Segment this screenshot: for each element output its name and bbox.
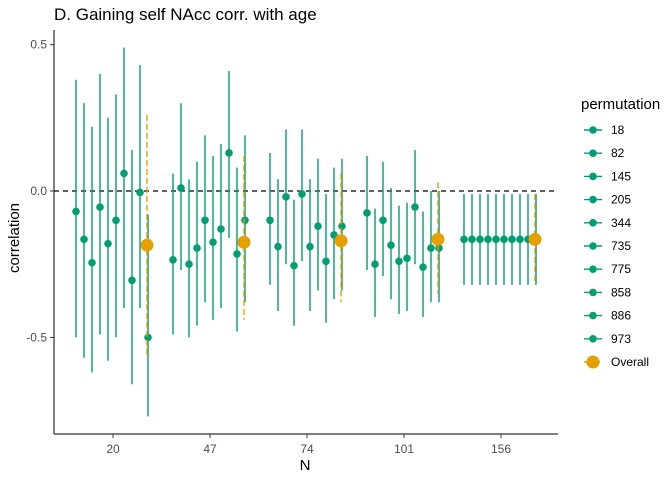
y-axis-ticks: 0.5 0.0 -0.5: [26, 38, 54, 344]
legend-label: 858: [611, 285, 631, 299]
x-tick-label: 20: [106, 442, 120, 456]
x-tick-label: 156: [491, 442, 511, 456]
overall-point: [237, 235, 251, 249]
permutation-point: [484, 235, 492, 244]
y-tick-label: -0.5: [26, 330, 47, 344]
permutation-point: [169, 256, 177, 264]
legend-item-permutation: 735: [584, 239, 631, 253]
permutation-point: [136, 188, 144, 197]
legend-label: 775: [611, 262, 631, 276]
permutation-point: [427, 244, 435, 252]
permutation-point: [233, 250, 241, 258]
overall-point: [140, 238, 154, 252]
x-tick-label: 47: [203, 442, 217, 456]
legend-item-permutation: 82: [584, 146, 625, 160]
plot-area: 0.5 0.0 -0.5 20 47 74 101 156: [26, 30, 558, 456]
permutation-point: [411, 203, 419, 211]
permutation-point: [314, 222, 322, 230]
permutation-point: [177, 184, 185, 192]
permutation-point: [96, 203, 104, 211]
legend: permutation 18 82 145 205 344 735 775 858 886 973…: [581, 96, 660, 369]
permutation-point: [266, 216, 274, 225]
permutation-point: [435, 244, 443, 252]
permutation-point: [144, 333, 152, 342]
chart-title: D. Gaining self NAcc corr. with age: [54, 5, 317, 24]
legend-label: 973: [611, 332, 631, 346]
permutation-point: [120, 169, 128, 178]
permutation-point: [468, 235, 476, 244]
permutation-point: [419, 263, 427, 271]
y-tick-label: 0.5: [30, 38, 47, 52]
permutation-point: [225, 149, 233, 157]
permutation-point: [209, 238, 217, 247]
x-axis-ticks: 20 47 74 101 156: [106, 434, 511, 456]
legend-item-permutation: 775: [584, 262, 631, 276]
permutation-point: [290, 261, 298, 270]
legend-label: 205: [611, 193, 631, 207]
permutation-point: [80, 235, 88, 244]
permutation-point: [395, 257, 403, 266]
legend-item-permutation: 145: [584, 169, 631, 183]
permutation-point: [282, 193, 290, 201]
permutation-point: [338, 222, 346, 230]
legend-label: 82: [611, 146, 625, 160]
permutation-point: [274, 242, 282, 251]
y-axis-title: correlation: [6, 203, 23, 273]
overall-point: [334, 234, 348, 248]
legend-item-permutation: 18: [584, 123, 625, 137]
permutation-point: [241, 216, 249, 225]
legend-label: 886: [611, 309, 631, 323]
permutation-point: [298, 190, 306, 198]
permutation-point: [379, 216, 387, 225]
overall-point: [528, 232, 542, 246]
legend-item-permutation: 205: [584, 193, 631, 207]
permutation-point: [217, 225, 225, 233]
legend-item-permutation: 858: [584, 285, 631, 299]
overall-point: [431, 232, 445, 246]
legend-item-permutation: 973: [584, 332, 631, 346]
legend-title: permutation: [581, 96, 660, 113]
permutation-point: [201, 216, 209, 225]
permutation-point: [476, 235, 484, 244]
legend-label-overall: Overall: [611, 355, 649, 369]
legend-item-permutation: 886: [584, 309, 631, 323]
legend-label: 145: [611, 169, 631, 183]
permutation-point: [403, 254, 411, 263]
permutation-point: [88, 258, 96, 267]
permutation-point: [500, 235, 508, 244]
permutation-point: [104, 239, 112, 248]
x-tick-label: 101: [394, 442, 414, 456]
permutation-point: [193, 244, 201, 252]
permutation-point: [363, 209, 371, 217]
permutation-point: [387, 241, 395, 249]
permutation-point: [322, 257, 330, 266]
legend-item-overall: Overall: [584, 355, 649, 369]
legend-items: 18 82 145 205 344 735 775 858 886 973 Overall: [584, 123, 649, 369]
legend-label: 344: [611, 216, 631, 230]
x-axis-title: N: [300, 457, 311, 474]
permutation-point: [306, 242, 314, 251]
legend-label: 735: [611, 239, 631, 253]
permutation-point: [128, 276, 136, 285]
chart-marks: [72, 47, 542, 417]
permutation-point: [460, 235, 468, 244]
permutation-point: [508, 235, 516, 244]
permutation-point: [371, 260, 379, 269]
legend-item-permutation: 344: [584, 216, 631, 230]
permutation-point: [112, 216, 120, 225]
legend-label: 18: [611, 123, 625, 137]
x-tick-label: 74: [300, 442, 314, 456]
permutation-point: [516, 235, 524, 244]
permutation-point: [185, 260, 193, 269]
permutation-point: [492, 235, 500, 244]
y-tick-label: 0.0: [30, 184, 47, 198]
permutation-point: [72, 207, 80, 216]
